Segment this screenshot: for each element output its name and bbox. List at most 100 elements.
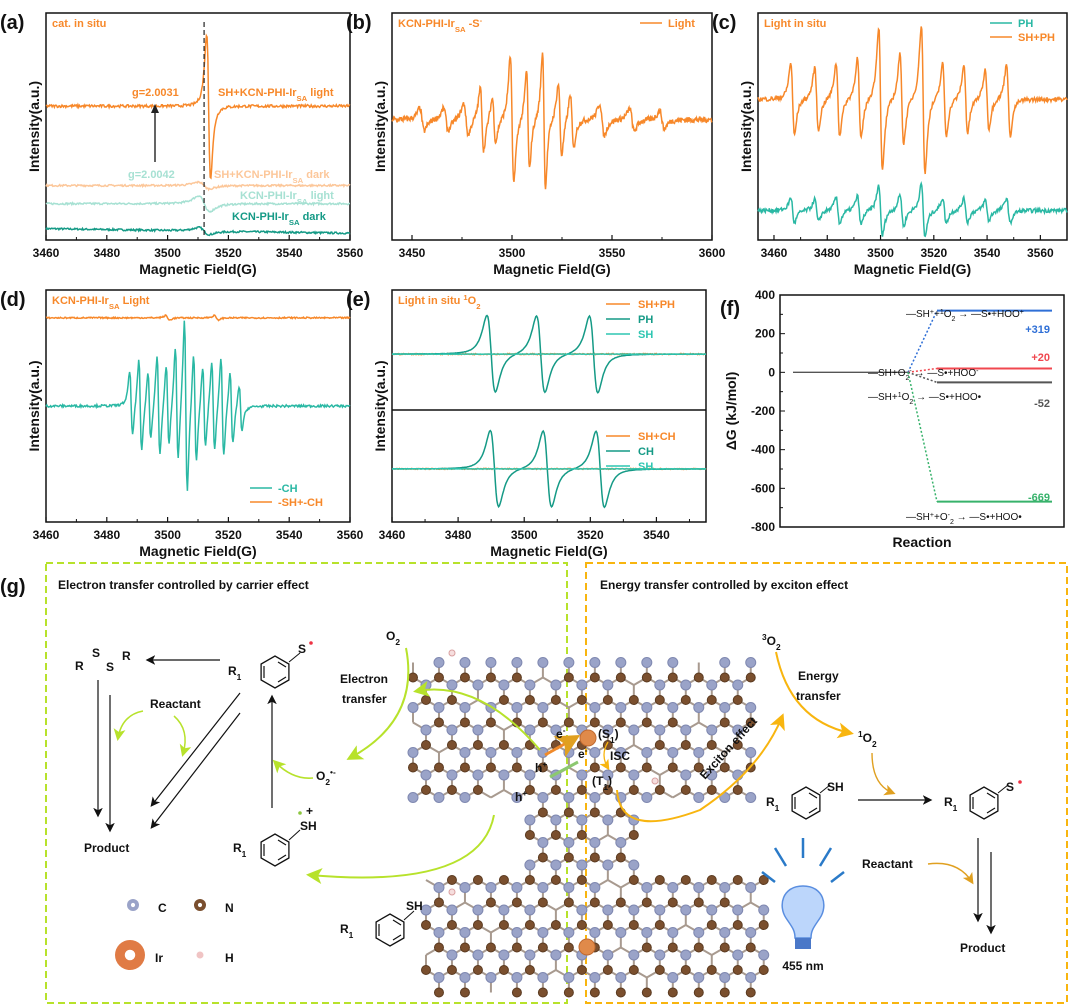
carbon-atom: [602, 679, 614, 691]
text-segment: —SH: [906, 309, 930, 320]
nitrogen-atom: [550, 695, 561, 705]
nitrogen-atom: [719, 942, 730, 953]
diagonal-arrow: [150, 712, 241, 829]
nitrogen-atom: [667, 942, 678, 953]
energy-transfer-arrow: [775, 651, 854, 739]
x-tick-label: 3560: [1027, 246, 1054, 260]
carbon-atom: [420, 724, 432, 736]
carbon-atom: [498, 904, 510, 916]
spectrum-line: [45, 195, 351, 214]
panel-title: Light in situ 1​O2​: [398, 293, 481, 311]
legend-atom-label: N: [225, 901, 234, 915]
panel-label: (g): [0, 576, 26, 598]
thiyl-radical-ring: [260, 655, 290, 689]
carbon-atom: [472, 679, 484, 691]
r1-substituent: R1​: [944, 795, 958, 813]
nitrogen-atom: [446, 695, 457, 705]
text-segment: R: [340, 922, 349, 936]
r1-substituent: R1​: [340, 922, 354, 940]
atom-highlight: [130, 902, 136, 908]
atom-highlight: [124, 949, 136, 961]
panel-title: Light in situ: [764, 18, 826, 30]
spectrum-line: [45, 320, 351, 491]
light-ray: [761, 871, 776, 883]
nitrogen-atom: [446, 875, 457, 885]
carbon-atom: [745, 702, 757, 713]
text-segment: 3: [762, 632, 767, 642]
bond: [607, 879, 622, 889]
carbon-atom: [459, 792, 471, 803]
nitrogen-atom: [420, 695, 431, 705]
carbon-atom: [706, 679, 718, 691]
isc-arrow: [599, 741, 610, 771]
r1-substituent: R1​: [766, 795, 780, 813]
carbon-atom: [667, 882, 679, 893]
text-segment: Light: [120, 295, 150, 307]
diagonal-arrow: [150, 692, 241, 807]
text-segment: SA: [293, 176, 304, 185]
carbon-atom: [511, 882, 523, 893]
text-segment: KCN-PHI-Ir: [52, 295, 110, 307]
nitrogen-atom: [485, 897, 496, 908]
carbon-atom: [693, 882, 705, 893]
carbon-atom: [537, 927, 549, 938]
nitrogen-atom: [420, 965, 431, 975]
double-bond: [986, 792, 996, 799]
carbon-atom: [745, 747, 757, 758]
reaction-label: —SH+1​O2​ → —S•+HOO•: [868, 392, 982, 406]
carbon-atom: [641, 792, 653, 803]
nitrogen-atom: [745, 987, 756, 998]
x-tick-label: 3560: [337, 528, 364, 542]
reaction-label: —SH+O2​-​ → —S•+HOO-​: [868, 368, 979, 382]
carbon-atom: [485, 972, 497, 983]
level-connector: [907, 310, 938, 373]
atom-legend: C N Ir H: [115, 899, 234, 970]
text-segment: 1: [953, 803, 958, 813]
text-segment: -: [585, 745, 588, 755]
carbon-atom: [654, 949, 666, 961]
light-ray: [773, 847, 788, 867]
panel-g-scheme: (g) Electron transfer controlled by carri…: [0, 562, 1068, 1004]
nitrogen-atom: [420, 785, 431, 795]
carbon-atom: [706, 904, 718, 916]
carbon-atom: [537, 972, 549, 983]
nitrogen-atom: [693, 987, 704, 998]
text-segment: (S: [598, 727, 610, 741]
text-segment: +: [934, 309, 940, 320]
nitrogen-atom: [459, 762, 470, 773]
nitrogen-atom: [732, 875, 743, 885]
thiyl-radical-label: S: [1006, 780, 1014, 794]
electron-transfer-arrow: [346, 647, 410, 760]
nitrogen-atom: [732, 785, 743, 795]
nitrogen-atom: [537, 942, 548, 953]
carbon-atom: [420, 769, 432, 781]
text-segment: 2: [950, 519, 954, 526]
radical-dot: [309, 641, 313, 645]
carbon-atom: [641, 882, 653, 893]
nitrogen-atom: [472, 920, 483, 930]
series-label: SH+KCN-PHI-IrSA​ light: [218, 87, 334, 103]
nitrogen-atom: [641, 672, 652, 683]
reactant-label: Reactant: [150, 697, 201, 711]
text-segment: 1: [858, 729, 863, 739]
nitrogen-atom: [706, 965, 717, 975]
ring: [375, 913, 405, 947]
nitrogen-atom: [511, 762, 522, 773]
text-segment: SH+KCN-PHI-Ir: [214, 169, 293, 181]
double-bond: [986, 807, 996, 814]
panel-b: 3450 3500 3550 3600 Magnetic Field(G) Intensi…: [346, 12, 726, 277]
nitrogen-atom: [641, 762, 652, 773]
carbon-atom: [641, 702, 653, 713]
carbon-atom: [680, 949, 692, 961]
nitrogen-atom: [667, 897, 678, 908]
nitrogen-atom: [563, 942, 574, 953]
text-segment: -: [563, 725, 566, 735]
reactant-label: Reactant: [862, 857, 913, 871]
carbon-atom: [407, 747, 419, 758]
double-bond: [392, 919, 402, 926]
carbon-atom: [732, 769, 744, 781]
text-segment: —SH: [906, 512, 930, 523]
nitrogen-atom: [563, 897, 574, 908]
double-bond: [277, 661, 287, 668]
nitrogen-atom: [420, 740, 431, 750]
